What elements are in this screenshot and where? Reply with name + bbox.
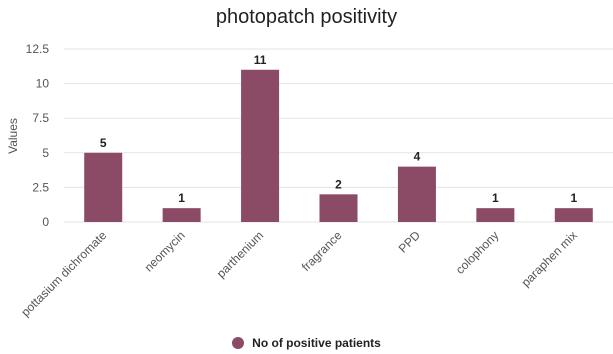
data-label: 4 bbox=[414, 150, 421, 164]
bar[interactable] bbox=[241, 69, 280, 222]
bar[interactable] bbox=[162, 208, 201, 222]
bar[interactable] bbox=[319, 194, 358, 222]
x-tick-label: parthenium bbox=[214, 228, 266, 280]
x-tick-label: fragrance bbox=[299, 228, 345, 274]
data-label: 1 bbox=[492, 191, 499, 205]
data-label: 1 bbox=[178, 191, 185, 205]
bar[interactable] bbox=[476, 208, 515, 222]
x-tick-label: pottasium dichromate bbox=[18, 228, 109, 319]
y-tick-label: 2.5 bbox=[32, 180, 49, 194]
legend-swatch bbox=[232, 337, 245, 349]
y-axis-ticks: 0 2.5 5 7.5 10 12.5 bbox=[26, 42, 50, 229]
x-tick-label: colophony bbox=[453, 228, 502, 277]
chart-title: photopatch positivity bbox=[215, 6, 398, 28]
y-tick-label: 12.5 bbox=[26, 42, 50, 56]
data-label: 5 bbox=[100, 136, 107, 150]
data-label: 1 bbox=[570, 191, 577, 205]
bar[interactable] bbox=[397, 166, 436, 222]
bar[interactable] bbox=[84, 152, 123, 222]
x-axis-ticks: pottasium dichromate neomycin parthenium fr… bbox=[18, 228, 580, 319]
y-tick-label: 7.5 bbox=[32, 111, 49, 125]
x-tick-label: neomycin bbox=[142, 228, 188, 274]
y-axis-title: Values bbox=[6, 118, 20, 154]
data-label: 11 bbox=[254, 53, 267, 67]
y-tick-label: 0 bbox=[42, 215, 49, 229]
bars bbox=[84, 69, 593, 222]
y-tick-label: 10 bbox=[36, 77, 50, 91]
legend-label: No of positive patients bbox=[252, 336, 381, 350]
legend[interactable]: No of positive patients bbox=[0, 336, 613, 350]
x-tick-label: paraphen mix bbox=[519, 228, 580, 289]
y-tick-label: 5 bbox=[42, 146, 49, 160]
data-label: 2 bbox=[335, 177, 342, 191]
x-tick-label: PPD bbox=[396, 228, 424, 256]
bar[interactable] bbox=[554, 208, 593, 222]
